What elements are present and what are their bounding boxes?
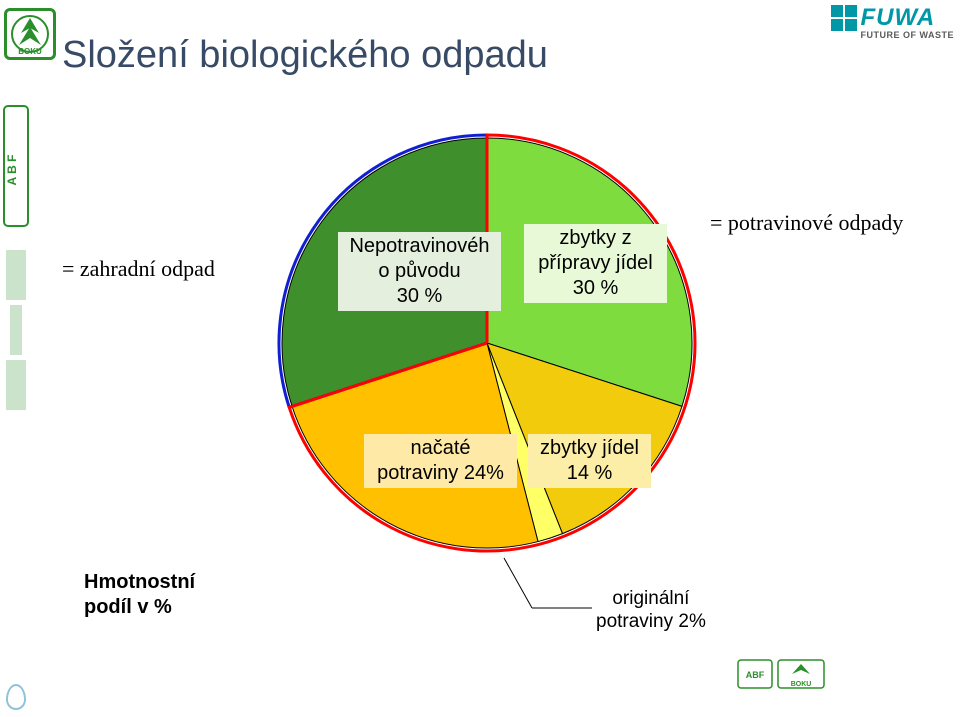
- boku-logo-svg: BOKU: [9, 13, 51, 55]
- pie-chart: Nepotravinovéh o původu 30 % zbytky z př…: [272, 128, 702, 558]
- left-side-label: = zahradní odpad: [62, 256, 215, 282]
- axis-label-line1: Hmotnostní: [84, 571, 195, 593]
- slice-label-line: zbytky jídel: [540, 437, 639, 459]
- axis-label: Hmotnostní podíl v %: [84, 570, 195, 620]
- slice-label-line: o původu: [378, 260, 460, 282]
- slice-label-line: zbytky z: [559, 227, 631, 249]
- axis-label-line2: podíl v %: [84, 596, 172, 618]
- callout-line1: originální: [612, 588, 689, 609]
- svg-text:A B F: A B F: [5, 155, 19, 186]
- slice-label-line: potraviny 24%: [377, 462, 504, 484]
- rail-bottom-icon-wrap: [0, 677, 32, 717]
- slice-label-zbytky-pripravy: zbytky z přípravy jídel 30 %: [524, 224, 667, 303]
- fuwa-logo: FUWA FUTURE OF WASTE: [831, 4, 955, 40]
- slice-label-line: 14 %: [567, 462, 613, 484]
- fuwa-logo-subtitle: FUTURE OF WASTE: [861, 30, 955, 40]
- abf-logo: A B F: [0, 100, 32, 440]
- pie-svg: [272, 128, 702, 558]
- footer-logo: ABF BOKU: [736, 654, 828, 694]
- slice-label-line: Nepotravinovéh: [349, 235, 489, 257]
- fuwa-squares-icon: [831, 5, 857, 31]
- chart-panel: = zahradní odpad = potravinové odpady Ne…: [62, 108, 928, 690]
- page-title: Složení biologického odpadu: [62, 34, 548, 77]
- slice-label-nepotravinove: Nepotravinovéh o původu 30 %: [338, 232, 501, 311]
- slice-label-line: 30 %: [573, 277, 619, 299]
- slice-label-line: přípravy jídel: [538, 252, 653, 274]
- fuwa-logo-main: FUWA: [831, 4, 955, 32]
- svg-text:BOKU: BOKU: [791, 681, 812, 688]
- svg-text:ABF: ABF: [746, 670, 765, 680]
- callout-originalni: originální potraviny 2%: [596, 588, 706, 634]
- boku-text: BOKU: [18, 47, 42, 55]
- water-drop-icon: [6, 684, 26, 710]
- slice-label-nacate: načaté potraviny 24%: [364, 434, 517, 488]
- boku-logo: BOKU: [4, 8, 56, 60]
- slide: BOKU A B F FUWA: [0, 0, 960, 717]
- slice-label-zbytky-jidel: zbytky jídel 14 %: [528, 434, 651, 488]
- right-side-label: = potravinové odpady: [710, 210, 903, 236]
- callout-line2: potraviny 2%: [596, 611, 706, 632]
- slice-label-line: 30 %: [397, 285, 443, 307]
- footer-logo-svg: ABF BOKU: [736, 656, 828, 692]
- slice-label-line: načaté: [410, 437, 470, 459]
- left-rail: BOKU A B F: [0, 0, 32, 717]
- fuwa-logo-text: FUWA: [861, 4, 936, 32]
